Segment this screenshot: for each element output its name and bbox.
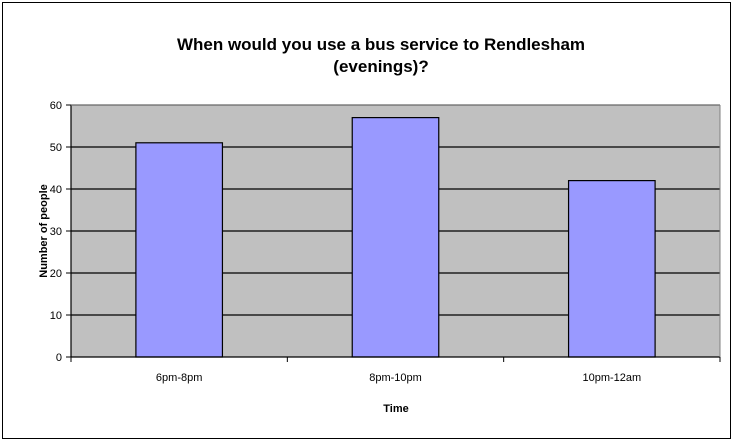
y-tick-label: 0 [56,352,62,364]
y-tick-label: 60 [50,100,62,112]
chart-title-line-2: (evenings)? [333,57,428,76]
y-axis-title: Number of people [38,184,50,278]
y-tick-label: 40 [50,184,62,196]
chart-title-line-1: When would you use a bus service to Rend… [177,35,585,54]
x-tick-label: 10pm-12am [582,372,641,384]
x-axis-title: Time [383,403,408,415]
x-tick-label: 6pm-8pm [156,372,202,384]
chart-frame [2,2,731,439]
x-tick-label: 8pm-10pm [369,372,422,384]
plot-area: 0 10 20 30 40 50 60 6pm-8pm 8pm-10pm 10pm-12am [50,100,721,384]
y-tick-label: 30 [50,226,62,238]
bar-10pm-12am [567,180,656,358]
bar-8pm-10pm [351,116,440,358]
y-tick-label: 50 [50,142,62,154]
y-tick-label: 10 [50,310,62,322]
y-tick-label: 20 [50,268,62,280]
bar-6pm-8pm [135,142,224,358]
